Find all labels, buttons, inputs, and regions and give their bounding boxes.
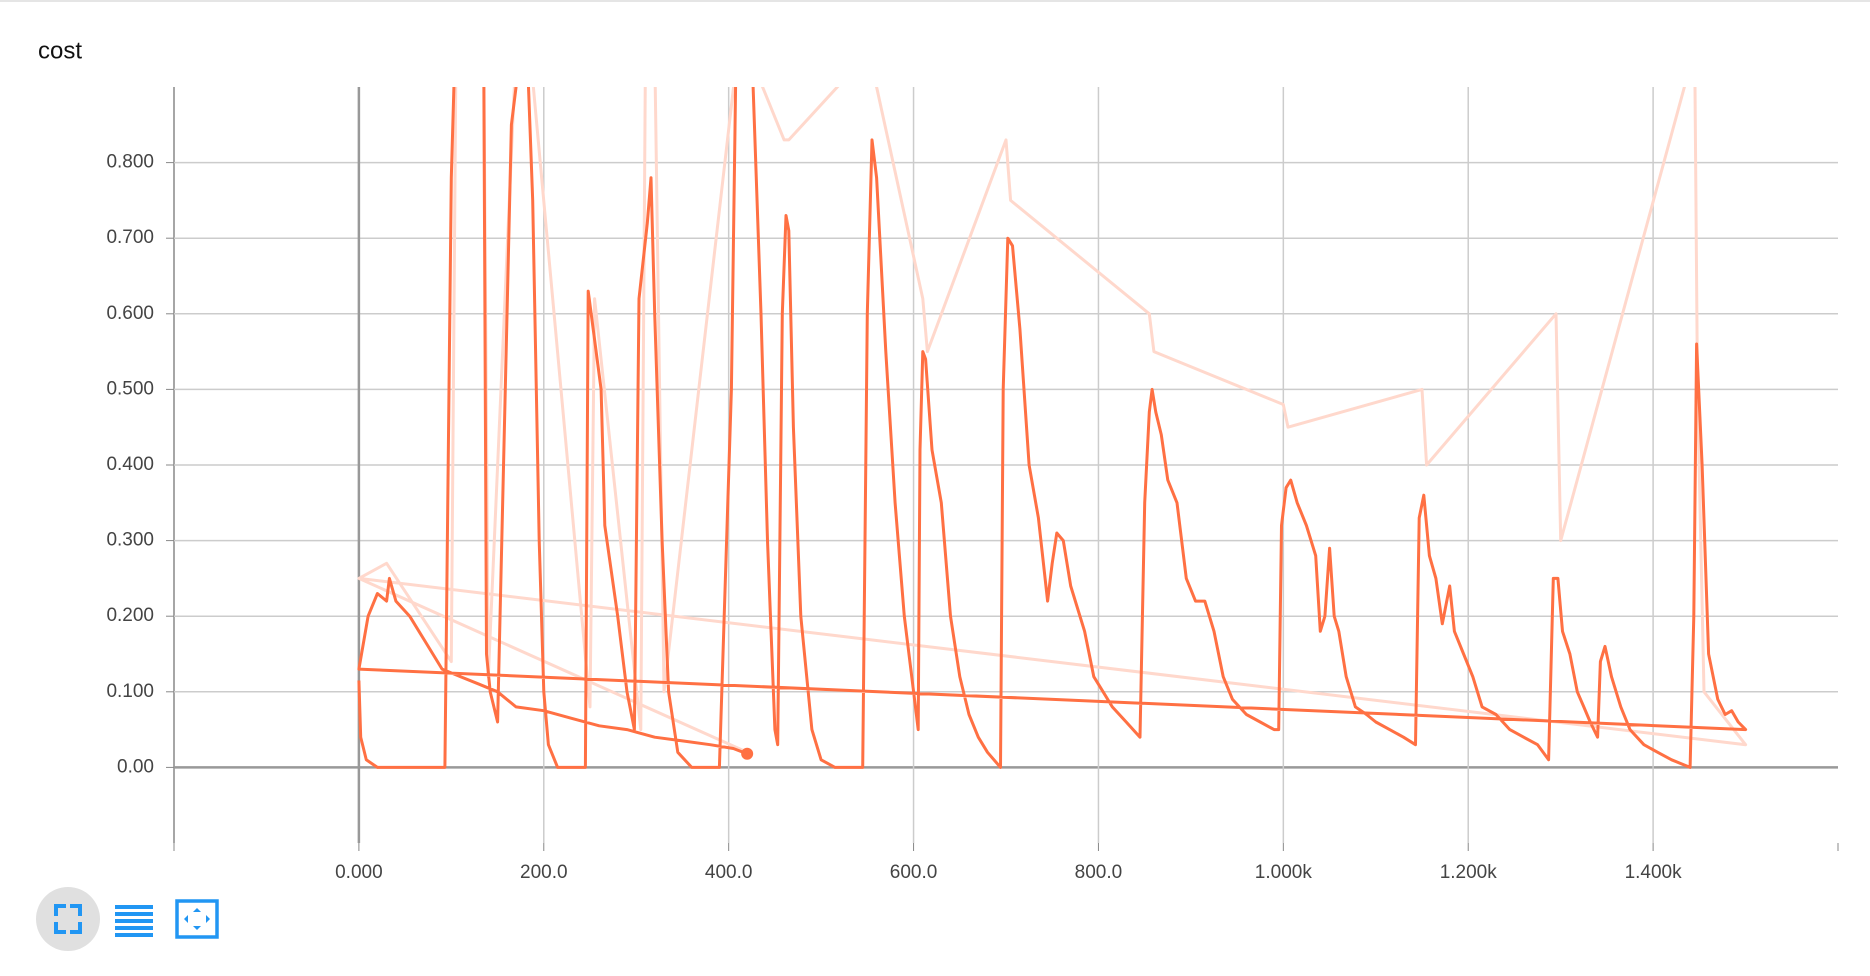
x-tick-label: 0.000 — [335, 862, 383, 883]
y-tick-label: 0.700 — [106, 227, 154, 248]
y-tick-label: 0.400 — [106, 454, 154, 475]
series-line — [357, 87, 1748, 769]
x-tick-label: 800.0 — [1075, 862, 1123, 883]
x-tick-label: 1.400k — [1625, 862, 1683, 883]
x-tick-label: 1.000k — [1255, 862, 1313, 883]
y-tick-label: 0.600 — [106, 303, 154, 324]
toolbar-highlight — [36, 887, 100, 951]
chart-title: cost — [38, 37, 82, 64]
y-tick-label: 0.300 — [106, 530, 154, 551]
y-tick-label: 0.500 — [106, 378, 154, 399]
x-tick-label: 400.0 — [705, 862, 753, 883]
y-tick-label: 0.100 — [106, 681, 154, 702]
x-tick-label: 600.0 — [890, 862, 938, 883]
grid: 0.00 0.100 0.200 0.300 0.400 0.500 0.600 0.700 0… — [106, 87, 1839, 883]
y-tick-label: 0.800 — [106, 152, 154, 173]
y-tick-label: 0.00 — [117, 756, 154, 777]
last-point — [741, 747, 754, 760]
toolbar — [36, 887, 219, 951]
plot-area — [357, 87, 1748, 769]
x-tick-label: 1.200k — [1440, 862, 1498, 883]
y-tick-label: 0.200 — [106, 605, 154, 626]
fit-domain-button[interactable] — [175, 899, 219, 939]
toggle-log-button[interactable] — [115, 905, 153, 937]
fullscreen-button[interactable] — [54, 904, 82, 934]
series-line — [357, 87, 1748, 754]
x-tick-label: 200.0 — [520, 862, 568, 883]
